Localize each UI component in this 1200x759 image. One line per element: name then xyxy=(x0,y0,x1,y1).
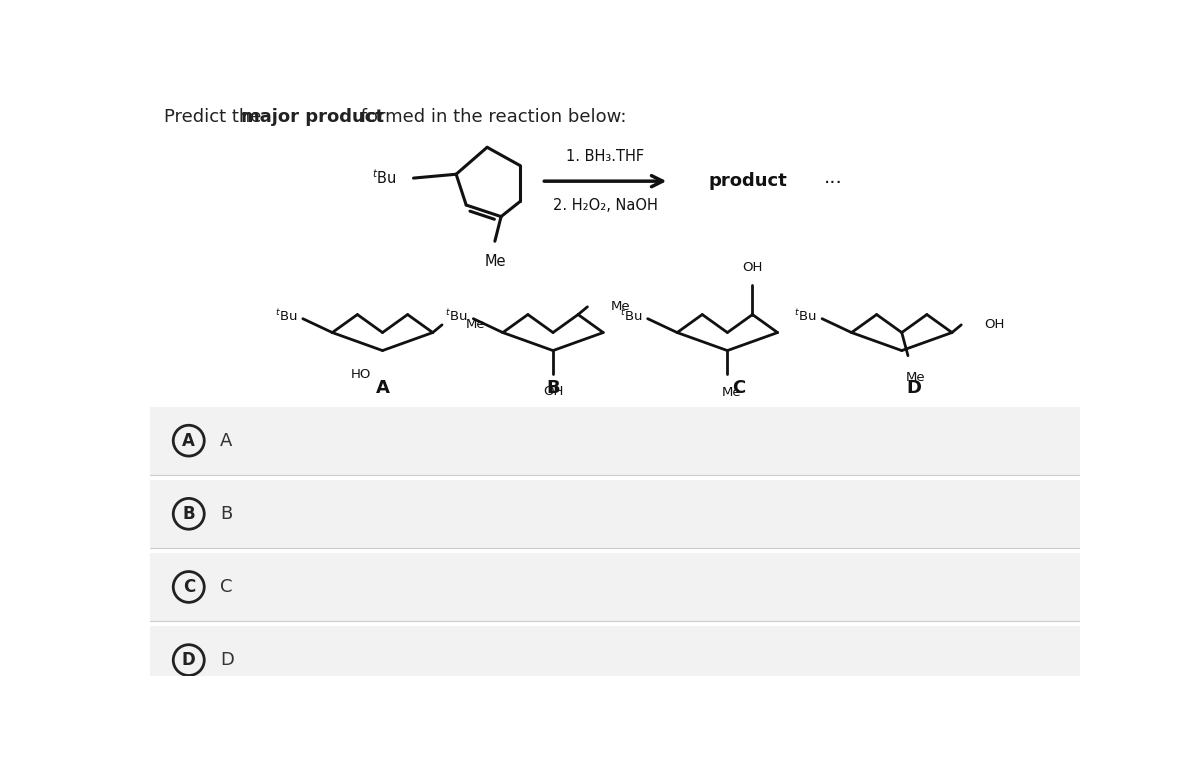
Text: HO: HO xyxy=(350,367,371,380)
Text: D: D xyxy=(220,651,234,669)
Text: $^t$Bu: $^t$Bu xyxy=(794,308,817,323)
Text: formed in the reaction below:: formed in the reaction below: xyxy=(355,108,626,126)
Text: C: C xyxy=(220,578,233,596)
Text: A: A xyxy=(376,379,390,396)
Text: $^t$Bu: $^t$Bu xyxy=(275,308,298,323)
Text: Me: Me xyxy=(466,318,485,332)
Text: OH: OH xyxy=(984,318,1004,332)
Text: D: D xyxy=(906,379,920,396)
Text: B: B xyxy=(546,379,560,396)
Text: B: B xyxy=(220,505,232,523)
Text: A: A xyxy=(182,432,196,449)
Text: Me: Me xyxy=(611,301,630,313)
Text: 2. H₂O₂, NaOH: 2. H₂O₂, NaOH xyxy=(553,198,658,213)
Text: $^t$Bu: $^t$Bu xyxy=(445,308,468,323)
Text: Me: Me xyxy=(721,386,742,399)
Text: $^t$Bu: $^t$Bu xyxy=(372,168,396,187)
Text: OH: OH xyxy=(743,262,763,275)
Text: Me: Me xyxy=(906,371,925,384)
Text: A: A xyxy=(220,432,232,449)
Text: C: C xyxy=(182,578,194,596)
FancyBboxPatch shape xyxy=(150,480,1080,548)
Text: OH: OH xyxy=(542,386,563,398)
Text: product: product xyxy=(708,172,787,191)
Text: ...: ... xyxy=(824,168,842,187)
Text: 1. BH₃.THF: 1. BH₃.THF xyxy=(566,150,644,164)
Text: $^t$Bu: $^t$Bu xyxy=(620,308,642,323)
Text: D: D xyxy=(182,651,196,669)
FancyBboxPatch shape xyxy=(150,553,1080,621)
Text: Me: Me xyxy=(484,254,505,269)
FancyBboxPatch shape xyxy=(150,407,1080,474)
Text: major product: major product xyxy=(241,108,384,126)
Text: Predict the: Predict the xyxy=(164,108,268,126)
Text: B: B xyxy=(182,505,196,523)
FancyBboxPatch shape xyxy=(150,626,1080,694)
Text: C: C xyxy=(732,379,745,396)
